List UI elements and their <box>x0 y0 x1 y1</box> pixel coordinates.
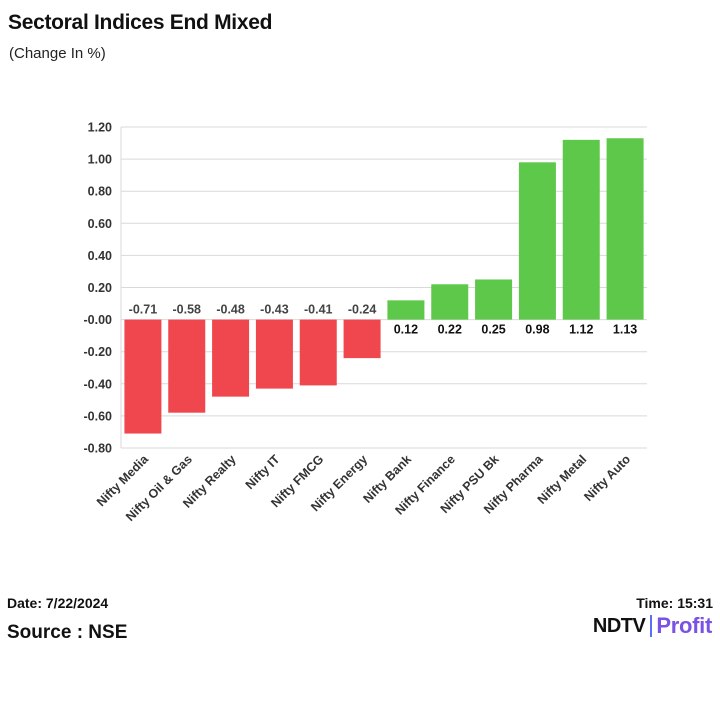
data-label: 0.12 <box>394 323 418 337</box>
bar <box>168 319 206 413</box>
time-label: Time: 15:31 <box>636 595 713 611</box>
bar <box>299 319 337 386</box>
chart-title: Sectoral Indices End Mixed <box>8 11 273 34</box>
bar <box>124 319 162 434</box>
y-tick-label: -0.40 <box>84 377 113 391</box>
y-tick-label: 1.00 <box>88 153 112 167</box>
brand-profit-text: Profit <box>656 613 712 638</box>
data-label: 1.13 <box>613 323 637 337</box>
chart-subtitle: (Change In %) <box>9 45 106 62</box>
y-tick-label: 0.60 <box>88 217 112 231</box>
data-label: -0.71 <box>129 303 158 317</box>
data-label: -0.41 <box>304 303 333 317</box>
y-tick-label: 0.80 <box>88 185 112 199</box>
bar <box>212 319 250 397</box>
bar <box>475 279 513 320</box>
y-tick-label: 0.20 <box>88 281 112 295</box>
data-label: -0.43 <box>260 303 289 317</box>
data-label: 0.98 <box>525 323 549 337</box>
bar <box>518 162 556 320</box>
bar <box>343 319 381 359</box>
data-label: 0.22 <box>438 323 462 337</box>
y-tick-label: -0.00 <box>84 313 113 327</box>
bar <box>255 319 293 389</box>
ndtv-profit-logo: NDTV Profit <box>593 612 712 640</box>
data-label: 0.25 <box>481 323 505 337</box>
y-tick-label: -0.60 <box>84 409 113 423</box>
x-tick-label: Nifty Auto <box>581 452 633 504</box>
data-label: -0.58 <box>173 303 202 317</box>
y-tick-label: 1.20 <box>88 121 112 135</box>
bar <box>387 300 425 320</box>
source-label: Source : NSE <box>7 622 128 643</box>
data-label: 1.12 <box>569 323 593 337</box>
y-tick-label: 0.40 <box>88 249 112 263</box>
y-tick-label: -0.80 <box>84 442 113 456</box>
y-tick-label: -0.20 <box>84 345 113 359</box>
bar <box>606 138 644 320</box>
brand-ndtv-text: NDTV <box>592 614 646 637</box>
x-tick-label: Nifty IT <box>243 452 283 492</box>
bar <box>562 139 600 320</box>
brand-divider <box>650 615 653 637</box>
data-label: -0.48 <box>216 303 245 317</box>
date-label: Date: 7/22/2024 <box>7 595 109 611</box>
bar <box>431 284 469 320</box>
data-label: -0.24 <box>348 303 377 317</box>
